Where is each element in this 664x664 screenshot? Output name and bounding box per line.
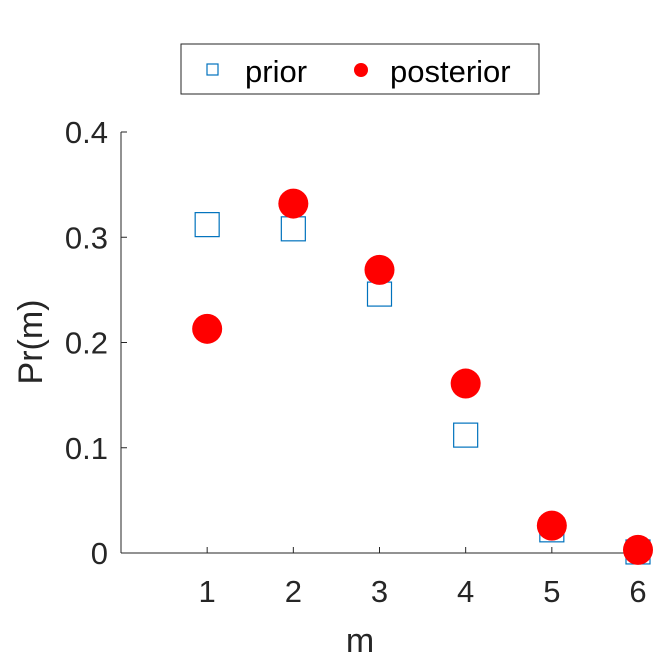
y-tick-label: 0.3 <box>65 220 108 255</box>
axis-ticks: 1 2 3 4 5 6 0 0.1 0.2 0.3 0.4 <box>65 115 647 609</box>
prior-point <box>453 422 479 448</box>
posterior-point <box>278 188 309 219</box>
y-tick-label: 0.1 <box>65 431 108 466</box>
legend: prior posterior <box>180 43 540 95</box>
y-axis-label: Pr(m) <box>12 300 50 385</box>
x-axis-label: m <box>346 622 374 660</box>
posterior-point <box>623 534 653 565</box>
legend-posterior-marker <box>354 63 368 77</box>
prior-point <box>366 281 393 307</box>
legend-prior-label: prior <box>245 54 307 89</box>
prior-point <box>194 212 220 238</box>
posterior-point <box>192 313 223 344</box>
x-tick-label: 3 <box>371 574 388 609</box>
data-marks <box>192 188 653 565</box>
legend-prior-marker <box>206 63 219 76</box>
y-tick-label: 0 <box>91 536 108 571</box>
x-tick-label: 1 <box>199 574 216 609</box>
y-tick-label: 0.4 <box>65 115 108 150</box>
x-tick-label: 2 <box>285 574 302 609</box>
x-tick-label: 4 <box>457 574 474 609</box>
x-tick-label: 5 <box>543 574 560 609</box>
legend-posterior-label: posterior <box>390 54 511 89</box>
posterior-point <box>536 510 567 541</box>
axes <box>120 132 638 554</box>
posterior-point <box>364 254 395 285</box>
prior-point <box>280 216 306 242</box>
posterior-point <box>450 368 481 399</box>
y-tick-label: 0.2 <box>65 326 108 361</box>
x-tick-label: 6 <box>629 574 646 609</box>
